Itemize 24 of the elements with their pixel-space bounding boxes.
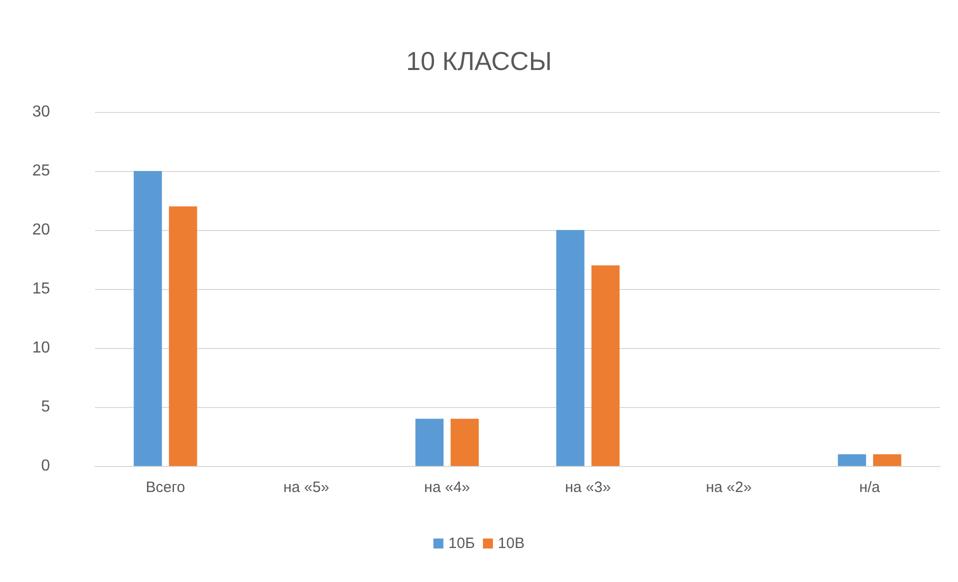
bar	[873, 454, 902, 466]
bar	[838, 454, 866, 466]
x-tick-label: Всего	[146, 479, 186, 496]
y-tick-label: 0	[41, 458, 50, 474]
x-tick-label: на «5»	[283, 479, 330, 496]
y-tick-label: 30	[32, 104, 50, 120]
x-tick-label: н/а	[859, 479, 881, 496]
y-tick-label: 20	[32, 222, 50, 238]
y-tick-label: 25	[32, 162, 50, 180]
y-tick-label: 10	[32, 340, 50, 356]
legend-label: 10В	[498, 535, 525, 552]
x-tick-label: на «3»	[565, 479, 611, 496]
bar	[134, 171, 162, 466]
bar	[168, 206, 198, 466]
bar	[450, 418, 479, 466]
y-tick-label: 5	[41, 398, 50, 416]
bar	[591, 265, 620, 466]
chart-title: 10 КЛАССЫ	[406, 46, 552, 76]
bar	[415, 418, 444, 466]
y-tick-label: 15	[32, 280, 50, 298]
bar	[556, 230, 584, 466]
legend-label: 10Б	[448, 535, 476, 552]
x-tick-label: на «4»	[424, 479, 470, 496]
x-tick-label: на «2»	[706, 479, 752, 496]
